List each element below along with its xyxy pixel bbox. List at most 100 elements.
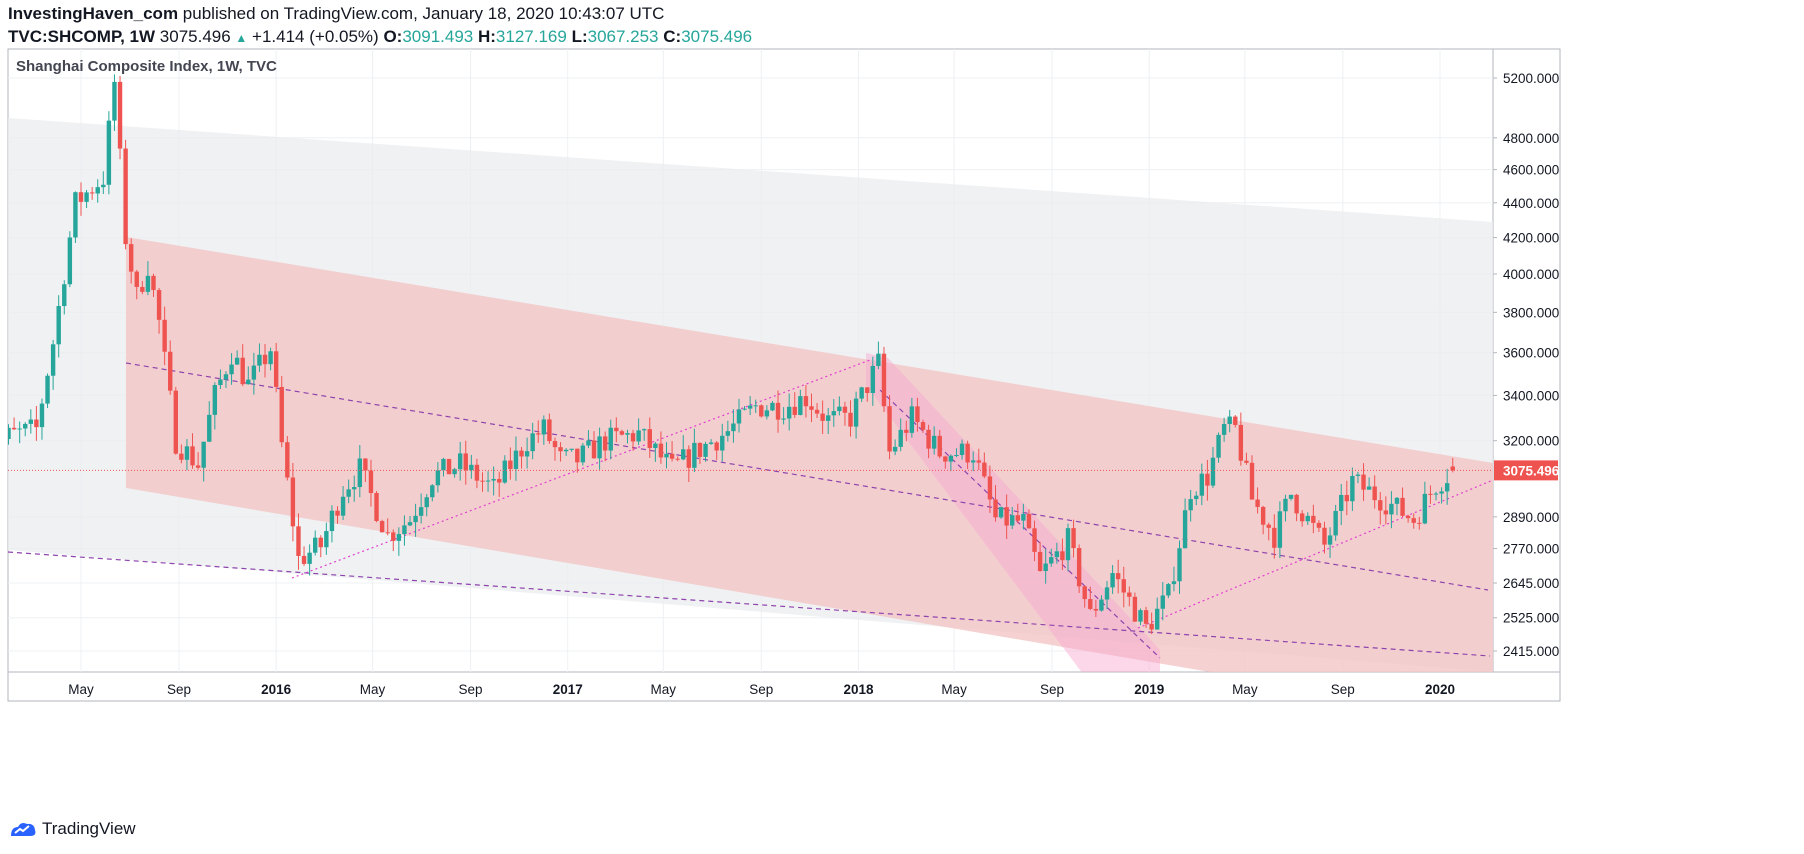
candle-up <box>452 469 457 475</box>
candle-up <box>502 460 507 483</box>
candle-up <box>708 442 714 444</box>
candle-down <box>1015 515 1021 521</box>
dotted-uptrend-2019 <box>1137 479 1493 629</box>
candle-down <box>915 406 920 423</box>
dashed-trendline-lower <box>8 551 1491 657</box>
candle-down <box>1411 518 1416 523</box>
candle-up <box>56 306 61 345</box>
candle-down <box>1060 551 1065 561</box>
candle-up <box>1277 511 1283 548</box>
candle-down <box>1088 599 1093 609</box>
candle-up <box>1054 551 1060 558</box>
candle-up <box>1305 515 1310 522</box>
candle-up <box>1166 584 1171 596</box>
candle-up <box>62 284 67 307</box>
candle-up <box>223 374 229 380</box>
plot-layer <box>1 49 1493 672</box>
candle-up <box>95 187 100 194</box>
candle-up <box>970 460 976 463</box>
candle-down <box>173 390 178 454</box>
candle-up <box>201 441 206 468</box>
candle-up <box>513 450 519 469</box>
candle-down <box>1093 608 1099 611</box>
x-tick-label: May <box>68 682 94 697</box>
candle-down <box>391 532 396 541</box>
candle-down <box>123 148 128 245</box>
candle-up <box>853 398 859 427</box>
candle-down <box>803 396 809 407</box>
candle-down <box>714 442 719 451</box>
candle-down <box>775 402 781 420</box>
candle-up <box>1160 595 1165 609</box>
candle-up <box>251 365 257 380</box>
y-tick-label: 4000.000 <box>1503 267 1559 282</box>
x-tick-label: May <box>941 682 967 697</box>
tradingview-label: TradingView <box>42 819 136 838</box>
x-tick-label: May <box>1232 682 1258 697</box>
y-tick-label: 3200.000 <box>1503 434 1559 449</box>
y-tick-label: 4800.000 <box>1503 131 1559 146</box>
candle-up <box>1021 513 1026 521</box>
candle-down <box>1205 473 1210 486</box>
candle-down <box>1450 466 1455 471</box>
candle-up <box>826 415 831 421</box>
candle-up <box>1177 548 1182 582</box>
candle-up <box>781 418 786 420</box>
tradingview-brand[interactable]: TradingView <box>8 819 136 839</box>
candle-up <box>329 510 335 532</box>
x-tick-label: Sep <box>167 682 191 697</box>
candle-down <box>474 464 480 481</box>
publisher-name[interactable]: InvestingHaven_com <box>8 4 179 23</box>
candle-down <box>279 386 284 443</box>
y-tick-label: 3800.000 <box>1503 305 1559 320</box>
candle-down <box>1249 462 1255 500</box>
candle-up <box>653 443 658 449</box>
candle-up <box>747 405 753 409</box>
candle-down <box>162 319 167 352</box>
candle-down <box>240 357 245 385</box>
candle-up <box>1394 497 1400 504</box>
candle-up <box>1065 528 1071 561</box>
candle-up <box>1288 494 1294 499</box>
symbol-label: TVC:SHCOMP, 1W <box>8 27 156 46</box>
y-tick-label: 2645.000 <box>1503 576 1559 591</box>
candle-down <box>168 351 173 391</box>
candle-up <box>1422 493 1428 524</box>
candle-up <box>73 192 78 238</box>
candle-up <box>541 419 547 435</box>
candle-down <box>575 448 580 463</box>
candle-down <box>630 433 636 442</box>
candle-up <box>441 458 446 471</box>
candle-down <box>11 427 17 430</box>
x-tick-label: 2016 <box>261 682 292 697</box>
candle-down <box>669 453 675 459</box>
candle-down <box>519 450 524 457</box>
candle-down <box>296 526 301 556</box>
candle-up <box>207 414 212 442</box>
candle-up <box>413 515 418 523</box>
candle-up <box>998 507 1004 518</box>
last-price-tag-label: 3075.496 <box>1503 463 1560 478</box>
candle-up <box>1110 573 1115 588</box>
candle-down <box>881 353 887 407</box>
candle-up <box>324 531 329 548</box>
x-tick-label: Sep <box>1040 682 1064 697</box>
candle-down <box>1127 592 1132 597</box>
candle-up <box>664 453 669 458</box>
candle-up <box>424 497 429 508</box>
candle-down <box>89 192 95 194</box>
candle-up <box>1 439 5 449</box>
candle-down <box>759 405 764 417</box>
candle-up <box>352 487 357 490</box>
candle-up <box>731 423 736 432</box>
candle-up <box>1333 510 1338 536</box>
candle-up <box>218 379 223 386</box>
candle-down <box>558 447 563 452</box>
candle-down <box>920 422 926 430</box>
high-value: 3127.169 <box>495 27 567 46</box>
candle-up <box>1099 599 1104 611</box>
candle-up <box>313 537 318 553</box>
candle-up <box>959 443 965 456</box>
candle-down <box>262 354 268 365</box>
